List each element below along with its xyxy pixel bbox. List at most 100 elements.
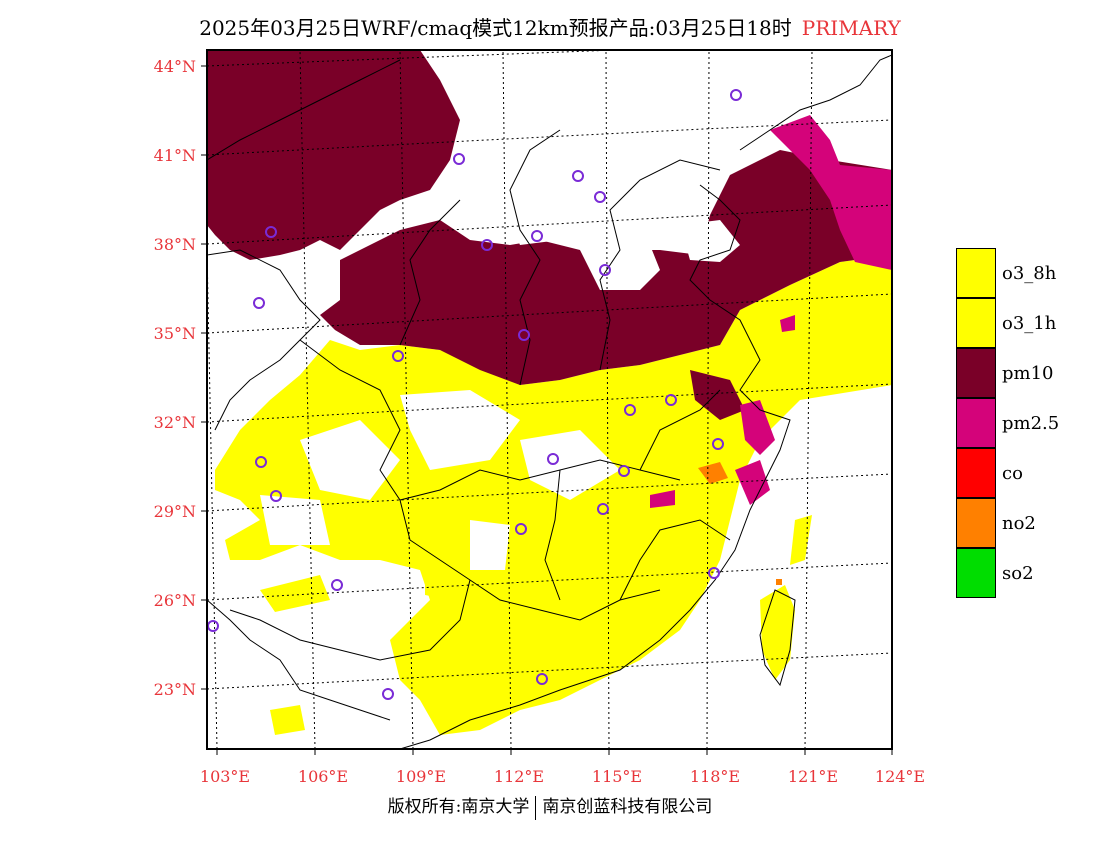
copyright-footer: 版权所有:南京大学 南京创蓝科技有限公司 xyxy=(0,792,1100,820)
station-marker xyxy=(730,89,742,101)
legend-swatch xyxy=(956,348,996,398)
province-border xyxy=(229,579,471,661)
lat-label: 35°N xyxy=(154,324,196,343)
station-marker xyxy=(547,453,559,465)
station-marker xyxy=(624,404,636,416)
pollutant-fields xyxy=(207,50,892,735)
legend-label: co xyxy=(1002,463,1023,484)
lon-label: 112°E xyxy=(494,767,544,786)
legend-label: pm2.5 xyxy=(1002,413,1060,434)
pm25-region xyxy=(770,115,892,270)
province-border xyxy=(207,599,391,721)
lon-label: 115°E xyxy=(592,767,642,786)
province-border xyxy=(619,519,731,601)
legend-swatch xyxy=(956,248,996,298)
map-frame xyxy=(206,49,893,750)
map-title: 2025年03月25日WRF/cmaq模式12km预报产品:03月25日18时 P… xyxy=(0,12,1100,41)
legend-label: pm10 xyxy=(1002,363,1054,384)
station-marker xyxy=(392,350,404,362)
island-outline xyxy=(759,589,796,687)
lat-label: 32°N xyxy=(154,413,196,432)
longitude-line xyxy=(706,50,710,749)
longitude-labels: 103°E 106°E 109°E 112°E 115°E 118°E 121°… xyxy=(200,767,925,786)
lon-label: 103°E xyxy=(200,767,250,786)
lat-label: 41°N xyxy=(154,146,196,165)
coastline xyxy=(399,184,791,749)
longitude-line xyxy=(891,733,892,749)
pm25-region xyxy=(740,400,775,455)
longitude-line xyxy=(804,50,813,749)
province-border xyxy=(207,249,321,431)
station-marker xyxy=(265,226,277,238)
province-border xyxy=(599,159,721,371)
station-markers xyxy=(207,89,742,700)
latitude-labels: 44°N 41°N 38°N 35°N 32°N 29°N 26°N 23°N xyxy=(154,57,196,699)
lon-label: 121°E xyxy=(788,767,838,786)
legend-label: o3_8h xyxy=(1002,263,1057,284)
legend-swatch xyxy=(956,298,996,348)
legend-swatch xyxy=(956,448,996,498)
pm25-region xyxy=(735,460,770,505)
longitude-line xyxy=(299,50,316,749)
legend-label: so2 xyxy=(1002,563,1034,584)
title-text: 2025年03月25日WRF/cmaq模式12km预报产品:03月25日18时 xyxy=(199,16,792,40)
longitude-line xyxy=(207,224,218,749)
clean-area xyxy=(470,520,510,570)
station-marker xyxy=(708,567,720,579)
station-marker xyxy=(618,465,630,477)
longitude-line xyxy=(502,50,512,749)
lat-label: 38°N xyxy=(154,235,196,254)
coastline xyxy=(739,54,892,151)
legend-swatch xyxy=(956,548,996,598)
lat-label: 26°N xyxy=(154,591,196,610)
o3-region xyxy=(270,705,305,735)
o3-region xyxy=(215,255,892,735)
no2-region xyxy=(698,462,728,484)
pm25-region xyxy=(650,490,675,508)
station-marker xyxy=(665,394,677,406)
clean-area xyxy=(520,430,620,500)
boundaries xyxy=(207,54,892,749)
province-border xyxy=(544,469,561,601)
legend-swatch xyxy=(956,398,996,448)
province-border xyxy=(207,59,401,161)
lat-label: 23°N xyxy=(154,680,196,699)
clean-area xyxy=(580,240,660,290)
station-marker xyxy=(382,688,394,700)
no2-region xyxy=(776,579,782,585)
longitude-line xyxy=(399,50,414,749)
province-border xyxy=(299,339,681,501)
station-marker xyxy=(531,230,543,242)
station-marker xyxy=(481,239,493,251)
clean-area xyxy=(300,420,400,500)
station-marker xyxy=(599,264,611,276)
legend-swatch xyxy=(956,498,996,548)
lat-label: 44°N xyxy=(154,57,196,76)
footer-divider xyxy=(535,795,537,820)
station-marker xyxy=(255,456,267,468)
graticule xyxy=(207,50,892,749)
station-marker xyxy=(712,438,724,450)
station-marker xyxy=(207,620,219,632)
pm10-region xyxy=(207,50,460,260)
pm25-region xyxy=(780,315,795,332)
o3-region xyxy=(790,515,812,565)
clean-area xyxy=(260,495,330,545)
legend-label: o3_1h xyxy=(1002,313,1057,334)
province-border xyxy=(399,499,661,621)
lon-label: 106°E xyxy=(298,767,348,786)
copyright-right: 南京创蓝科技有限公司 xyxy=(542,797,713,817)
station-marker xyxy=(515,523,527,535)
clean-area xyxy=(400,390,520,470)
tick-marks xyxy=(201,65,893,755)
station-marker xyxy=(518,329,530,341)
copyright-left: 版权所有:南京大学 xyxy=(387,797,530,817)
longitude-line xyxy=(605,50,610,749)
lat-label: 29°N xyxy=(154,502,196,521)
lon-label: 118°E xyxy=(690,767,740,786)
pm10-region xyxy=(690,370,745,420)
lon-label: 124°E xyxy=(875,767,925,786)
station-marker xyxy=(536,673,548,685)
legend-label: no2 xyxy=(1002,513,1036,534)
